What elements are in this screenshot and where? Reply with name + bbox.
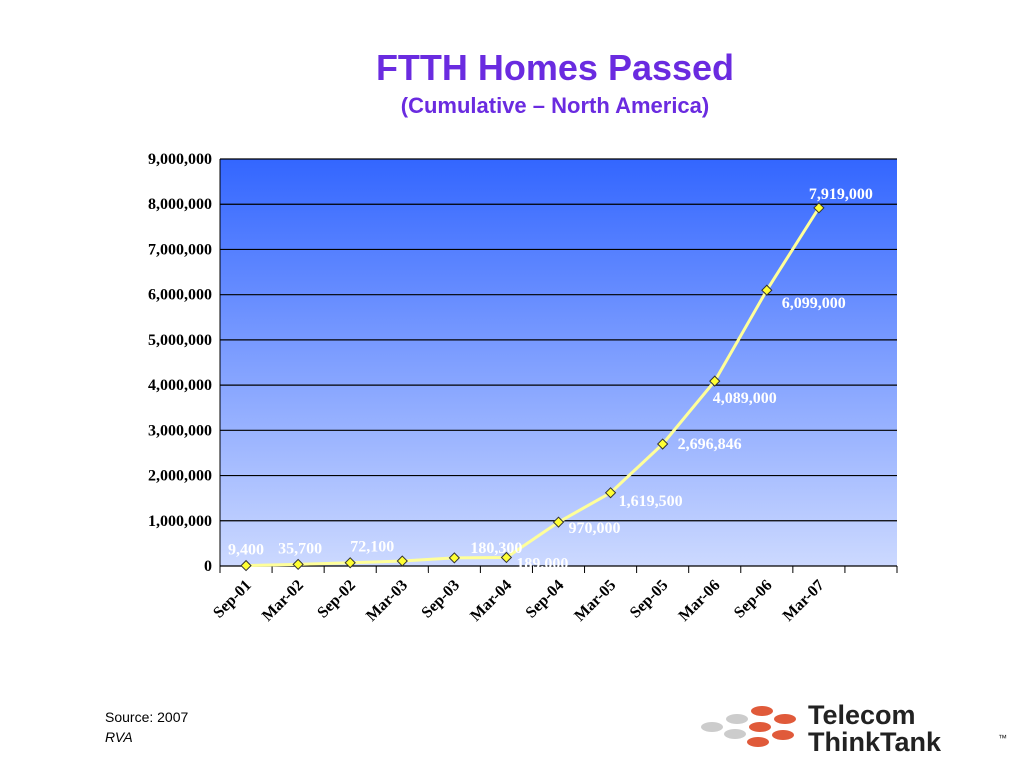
data-label: 180,300 <box>470 540 522 557</box>
logo-line2: ThinkTank <box>808 727 942 757</box>
data-line <box>246 207 821 568</box>
chart-subtitle: (Cumulative – North America) <box>401 93 709 118</box>
logo-line1: Telecom <box>808 700 916 730</box>
y-tick-label: 1,000,000 <box>148 513 212 530</box>
data-point <box>761 284 773 296</box>
data-label: 6,099,000 <box>782 295 846 312</box>
plot-area <box>220 159 897 566</box>
data-point <box>552 516 565 528</box>
chart-title: FTTH Homes Passed <box>376 47 734 88</box>
y-tick-label: 5,000,000 <box>148 332 212 349</box>
logo-tm: ™ <box>998 733 1007 743</box>
y-tick-label: 8,000,000 <box>148 196 212 213</box>
data-point <box>344 557 356 569</box>
y-tick-label: 4,000,000 <box>148 377 212 394</box>
y-tick-label: 0 <box>204 558 212 575</box>
y-tick-label: 9,000,000 <box>148 151 212 168</box>
x-tick-label: Sep-04 <box>523 577 568 622</box>
source: Source: 2007 <box>105 709 188 725</box>
x-tick-label: Sep-01 <box>210 577 255 622</box>
source-name: RVA <box>105 729 133 745</box>
data-label: 2,696,846 <box>678 436 742 453</box>
x-tick-label: Mar-04 <box>467 577 515 625</box>
logo-icon <box>701 706 796 747</box>
data-point <box>500 551 513 564</box>
x-tick-label: Mar-02 <box>259 577 307 625</box>
data-label: 72,100 <box>350 539 394 556</box>
y-tick-label: 2,000,000 <box>148 468 212 485</box>
y-tick-label: 7,000,000 <box>148 241 212 258</box>
data-point <box>448 552 461 564</box>
data-point <box>813 202 825 214</box>
x-tick-label: Mar-07 <box>780 577 828 625</box>
data-point <box>656 438 669 450</box>
data-point <box>709 375 721 387</box>
data-point <box>604 487 617 499</box>
data-label: 1,619,500 <box>619 493 683 510</box>
x-tick-label: Sep-02 <box>314 577 359 622</box>
x-tick-label: Sep-06 <box>731 577 776 622</box>
data-label: 4,089,000 <box>713 390 777 407</box>
x-tick-label: Mar-05 <box>571 577 619 625</box>
data-point <box>396 555 408 567</box>
data-point <box>240 559 252 572</box>
data-label: 110,000 <box>405 565 456 582</box>
y-tick-label: 6,000,000 <box>148 287 212 304</box>
data-label: 970,000 <box>569 520 621 537</box>
data-label: 35,700 <box>278 540 322 557</box>
y-tick-label: 3,000,000 <box>148 422 212 439</box>
x-tick-label: Sep-05 <box>627 577 672 622</box>
x-tick-label: Sep-03 <box>418 577 463 622</box>
x-tick-label: Mar-03 <box>363 577 411 625</box>
x-tick-label: Mar-06 <box>676 577 724 625</box>
data-label: 189,000 <box>516 555 568 572</box>
data-label: 7,919,000 <box>809 186 873 203</box>
data-point <box>292 558 304 571</box>
data-label: 9,400 <box>228 542 264 559</box>
